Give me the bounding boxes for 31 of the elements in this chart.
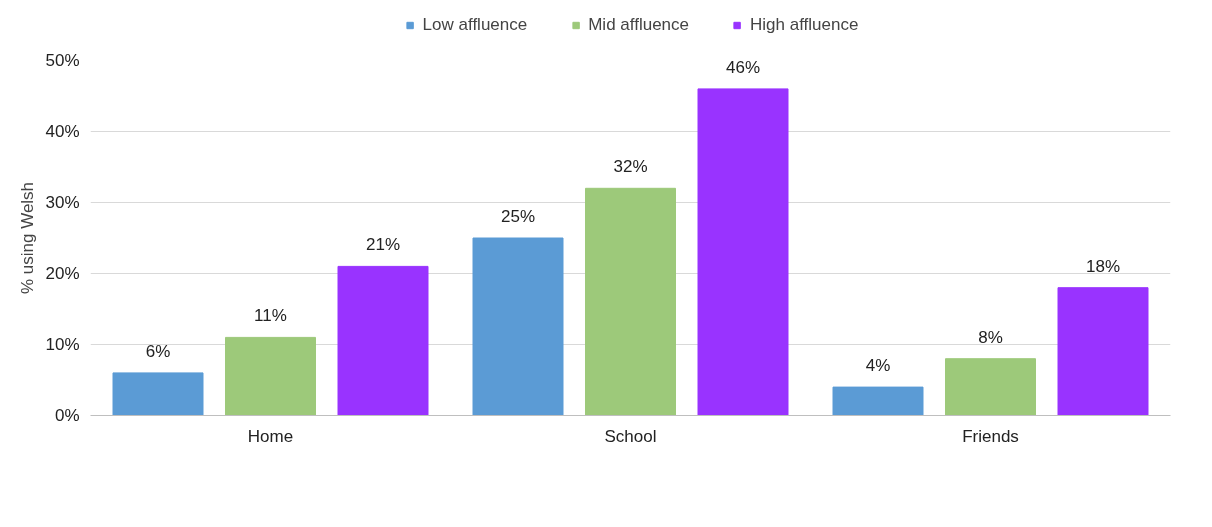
legend-label: High affluence	[750, 15, 859, 35]
data-label: 21%	[365, 235, 401, 255]
bar	[945, 358, 1036, 416]
bar	[585, 187, 676, 416]
y-tick-label: 40%	[45, 122, 80, 141]
data-label: 18%	[1085, 256, 1121, 276]
bar	[225, 336, 316, 416]
y-tick-label: 50%	[45, 51, 80, 70]
data-label: 25%	[500, 207, 536, 226]
legend-label: Mid affluence	[588, 15, 690, 35]
data-label: 4%	[865, 356, 891, 376]
x-tick-label: Home	[247, 426, 294, 446]
x-tick-label: Friends	[962, 426, 1019, 446]
bar	[697, 88, 789, 416]
bar	[1057, 287, 1149, 416]
data-label: 11%	[254, 306, 287, 326]
legend-label: Low affluence	[422, 15, 528, 35]
y-tick-label: 30%	[45, 193, 80, 212]
bar	[112, 372, 204, 416]
data-label: 32%	[613, 157, 648, 177]
y-tick-label: 20%	[45, 264, 80, 283]
y-tick-label: 10%	[45, 335, 80, 354]
bar	[472, 237, 564, 416]
y-axis-title: % using Welsh	[18, 181, 38, 295]
y-tick-label: 0%	[54, 406, 80, 425]
data-label: 8%	[978, 327, 1003, 347]
bar	[832, 386, 924, 416]
x-tick-label: School	[604, 426, 657, 446]
data-label: 6%	[145, 341, 171, 361]
data-label: 46%	[725, 57, 761, 77]
bar	[337, 265, 429, 416]
